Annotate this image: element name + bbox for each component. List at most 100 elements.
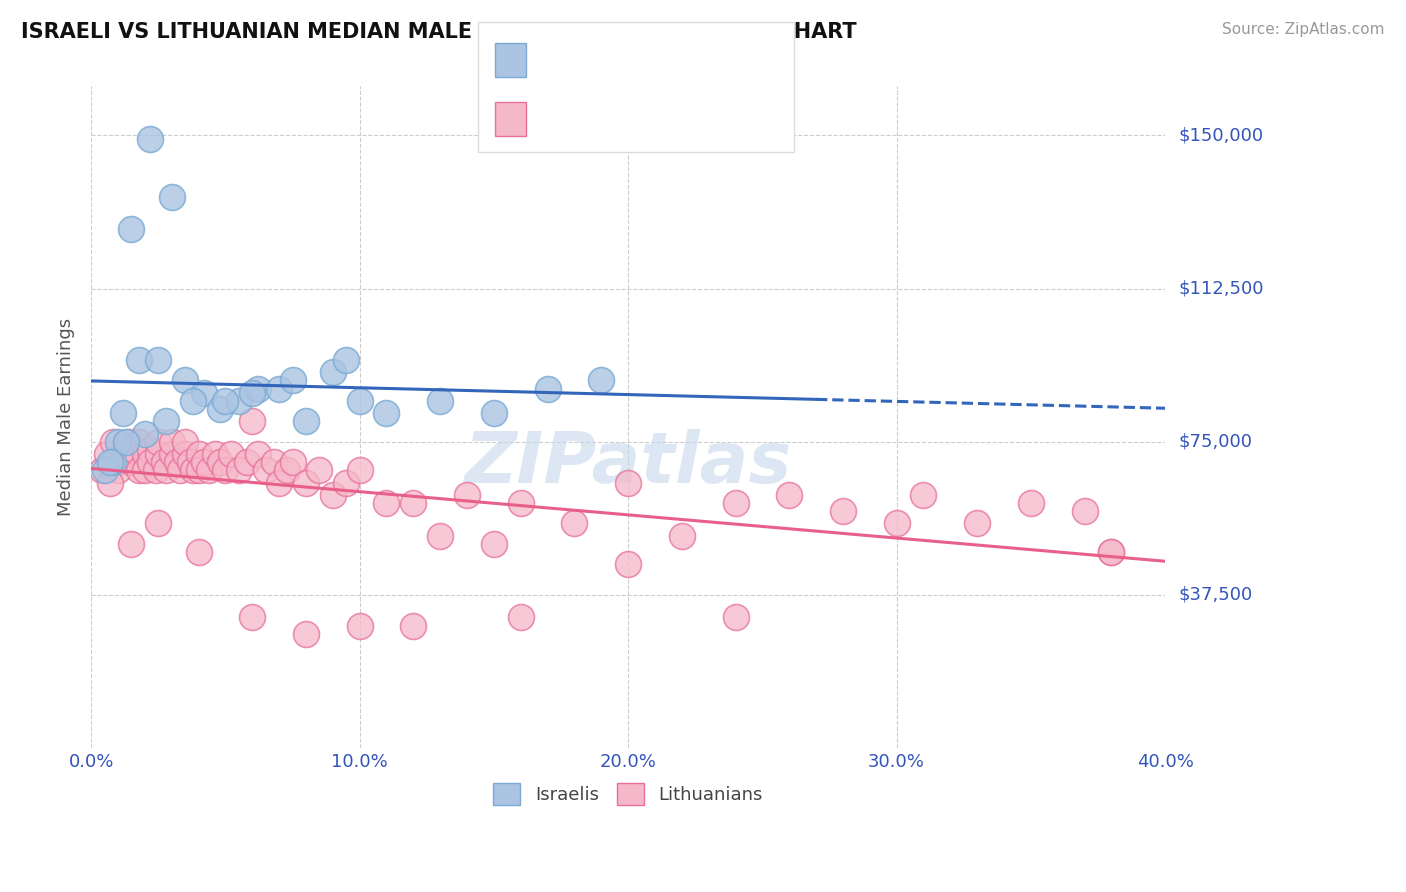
Point	[155, 414, 177, 428]
Text: $150,000: $150,000	[1180, 127, 1264, 145]
Point	[617, 558, 640, 572]
Point	[107, 455, 129, 469]
Point	[246, 382, 269, 396]
Point	[276, 463, 298, 477]
Point	[166, 455, 188, 469]
Point	[155, 463, 177, 477]
Text: ZIPatlas: ZIPatlas	[464, 429, 792, 498]
Text: $37,500: $37,500	[1180, 586, 1253, 604]
Point	[134, 426, 156, 441]
Point	[107, 434, 129, 449]
Point	[509, 610, 531, 624]
Text: -0.192: -0.192	[565, 110, 628, 128]
Point	[128, 434, 150, 449]
Point	[181, 463, 204, 477]
Point	[671, 528, 693, 542]
Point	[295, 414, 318, 428]
Text: 0.020: 0.020	[565, 51, 620, 70]
Point	[295, 475, 318, 490]
Point	[152, 455, 174, 469]
Point	[193, 385, 215, 400]
Point	[429, 528, 451, 542]
Point	[267, 475, 290, 490]
Point	[349, 393, 371, 408]
Point	[509, 496, 531, 510]
Point	[778, 488, 800, 502]
Point	[281, 455, 304, 469]
Point	[1019, 496, 1042, 510]
Point	[724, 496, 747, 510]
Point	[349, 618, 371, 632]
Point	[335, 353, 357, 368]
Point	[335, 475, 357, 490]
Point	[118, 434, 141, 449]
Point	[236, 455, 259, 469]
Point	[139, 455, 162, 469]
Point	[240, 385, 263, 400]
Point	[240, 414, 263, 428]
Point	[402, 618, 425, 632]
Point	[112, 406, 135, 420]
Point	[120, 455, 142, 469]
Text: N =: N =	[640, 110, 683, 128]
Point	[617, 475, 640, 490]
Text: R =: R =	[533, 51, 575, 70]
Point	[101, 434, 124, 449]
Point	[349, 463, 371, 477]
Point	[160, 447, 183, 461]
Point	[228, 463, 250, 477]
Point	[187, 447, 209, 461]
Point	[429, 393, 451, 408]
Point	[482, 406, 505, 420]
Point	[93, 463, 115, 477]
Point	[187, 545, 209, 559]
Point	[179, 455, 201, 469]
Point	[1073, 504, 1095, 518]
Point	[1099, 545, 1122, 559]
Point	[724, 610, 747, 624]
Point	[912, 488, 935, 502]
Text: $75,000: $75,000	[1180, 433, 1253, 450]
Point	[112, 447, 135, 461]
Point	[174, 373, 197, 387]
Point	[139, 442, 162, 457]
Point	[219, 447, 242, 461]
Point	[564, 516, 586, 531]
Point	[148, 447, 170, 461]
Point	[228, 393, 250, 408]
Point	[120, 222, 142, 236]
Point	[139, 132, 162, 146]
Point	[101, 455, 124, 469]
Point	[254, 463, 277, 477]
Text: N =: N =	[640, 51, 683, 70]
Point	[208, 402, 231, 417]
Point	[148, 353, 170, 368]
Point	[308, 463, 330, 477]
Point	[208, 455, 231, 469]
Text: 32: 32	[672, 51, 699, 70]
Point	[263, 455, 285, 469]
Y-axis label: Median Male Earnings: Median Male Earnings	[58, 318, 75, 516]
Point	[120, 537, 142, 551]
Point	[966, 516, 988, 531]
Point	[148, 434, 170, 449]
Point	[281, 373, 304, 387]
Text: $112,500: $112,500	[1180, 279, 1264, 298]
Point	[482, 537, 505, 551]
Text: 80: 80	[672, 110, 699, 128]
Point	[98, 455, 121, 469]
Point	[187, 463, 209, 477]
Point	[322, 488, 344, 502]
Legend: Israelis, Lithuanians: Israelis, Lithuanians	[486, 775, 770, 812]
Point	[375, 406, 398, 420]
Point	[198, 463, 221, 477]
Text: ISRAELI VS LITHUANIAN MEDIAN MALE EARNINGS CORRELATION CHART: ISRAELI VS LITHUANIAN MEDIAN MALE EARNIN…	[21, 22, 856, 42]
Point	[246, 447, 269, 461]
Point	[402, 496, 425, 510]
Point	[148, 516, 170, 531]
Point	[169, 463, 191, 477]
Point	[1099, 545, 1122, 559]
Point	[174, 434, 197, 449]
Point	[122, 442, 145, 457]
Point	[98, 475, 121, 490]
